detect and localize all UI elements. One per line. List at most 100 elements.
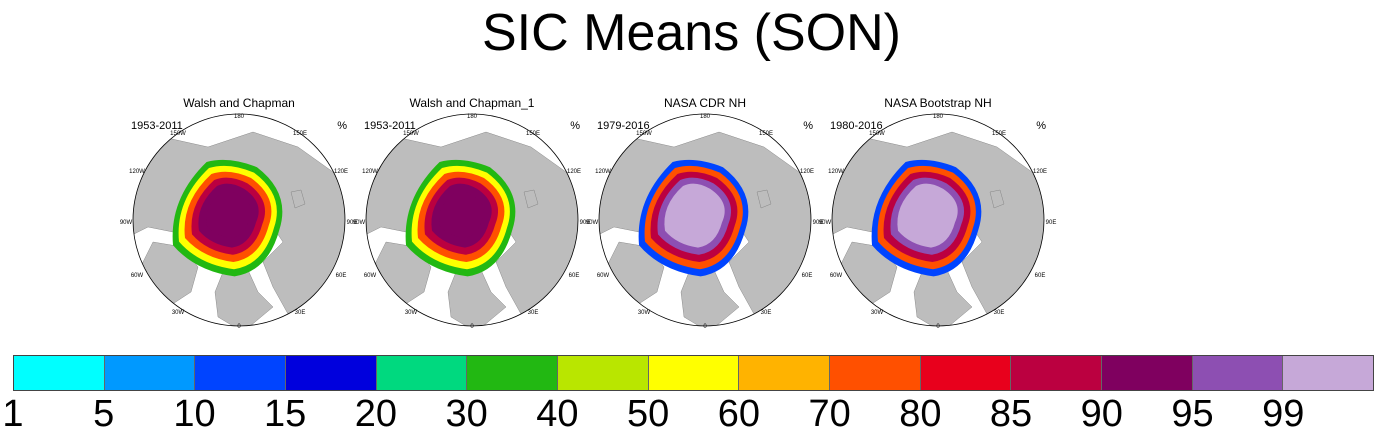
colorbar-tick-label: 70 xyxy=(808,393,851,435)
longitude-label: 150E xyxy=(758,131,774,137)
sea-ice-core xyxy=(206,191,252,238)
longitude-label: 30E xyxy=(527,310,539,316)
figure-title: SIC Means (SON) xyxy=(482,4,901,62)
colorbar-tick-label: 30 xyxy=(445,393,488,435)
map-content xyxy=(599,114,811,326)
longitude-label: 0 xyxy=(703,324,707,330)
colorbar-box xyxy=(14,356,104,390)
map-panel: Walsh and Chapman_1 1953-2011% 180 150W 150E… xyxy=(352,92,591,332)
polar-map xyxy=(365,113,579,327)
land-mass xyxy=(680,269,740,326)
colorbar-tick-label: 99 xyxy=(1262,393,1305,435)
longitude-label: 60E xyxy=(801,273,813,279)
colorbar-tick-label: 5 xyxy=(93,393,115,435)
map-border xyxy=(132,113,346,327)
colorbar-box xyxy=(1191,356,1283,390)
sea-ice-core xyxy=(905,191,951,238)
panel-period: 1979-2016 xyxy=(597,120,650,132)
panel-title: NASA CDR NH xyxy=(663,96,746,110)
longitude-label: 120E xyxy=(566,169,582,175)
colorbar-box xyxy=(1010,356,1102,390)
longitude-label: 150W xyxy=(403,131,419,137)
colorbar-box xyxy=(1101,356,1192,390)
colorbar-box xyxy=(375,356,467,390)
colorbar xyxy=(13,355,1374,391)
map-content xyxy=(832,114,1044,326)
longitude-label: 120W xyxy=(362,169,378,175)
longitude-label: 60W xyxy=(829,273,843,279)
longitude-label: 150E xyxy=(991,131,1007,137)
panel-title: Walsh and Chapman_1 xyxy=(409,96,535,110)
panel-title: Walsh and Chapman xyxy=(183,96,295,110)
panel-period: 1953-2011 xyxy=(364,120,416,132)
colorbar-tick-label: 85 xyxy=(989,393,1033,435)
colorbar-box xyxy=(829,356,920,390)
panel-period: 1980-2016 xyxy=(830,120,883,132)
colorbar-tick-label: 50 xyxy=(626,393,670,435)
longitude-label: 90E xyxy=(1045,220,1057,226)
colorbar-tick-label: 15 xyxy=(264,393,307,435)
polar-map xyxy=(132,113,346,327)
longitude-label: 0 xyxy=(237,324,241,330)
sea-ice-core xyxy=(672,191,718,238)
colorbar-box xyxy=(103,356,195,390)
longitude-label: 60W xyxy=(130,273,144,279)
colorbar-box xyxy=(1282,356,1374,390)
panel-unit: % xyxy=(1036,120,1046,132)
longitude-label: 30W xyxy=(171,310,185,316)
longitude-label: 0 xyxy=(470,324,474,330)
longitude-label: 30W xyxy=(404,310,418,316)
longitude-label: 180 xyxy=(466,114,478,120)
panel-unit: % xyxy=(337,120,347,132)
longitude-label: 120E xyxy=(799,169,815,175)
island xyxy=(756,189,772,209)
longitude-label: 30W xyxy=(637,310,651,316)
colorbar-box xyxy=(466,356,558,390)
sea-ice-core xyxy=(439,191,485,238)
longitude-label: 90E xyxy=(812,220,824,226)
colorbar-box xyxy=(738,356,830,390)
colorbar-tick-label: 60 xyxy=(717,393,760,435)
panel-unit: % xyxy=(803,120,813,132)
longitude-label: 60E xyxy=(568,273,580,279)
longitude-label: 150E xyxy=(525,131,541,137)
longitude-label: 150W xyxy=(636,131,652,137)
longitude-label: 60W xyxy=(363,273,377,279)
longitude-label: 90W xyxy=(818,220,832,226)
colorbar-tick-label: 10 xyxy=(173,393,216,435)
longitude-label: 150E xyxy=(292,131,308,137)
colorbar-box xyxy=(647,356,739,390)
longitude-label: 90E xyxy=(346,220,358,226)
longitude-label: 120W xyxy=(828,169,844,175)
map-content xyxy=(133,114,345,326)
land-mass xyxy=(447,269,507,326)
longitude-label: 60W xyxy=(596,273,610,279)
longitude-label: 90W xyxy=(119,220,133,226)
longitude-label: 90W xyxy=(585,220,599,226)
colorbar-box xyxy=(919,356,1011,390)
colorbar-tick-label: 40 xyxy=(536,393,579,435)
colorbar-tick-label: 80 xyxy=(899,393,942,435)
longitude-label: 30E xyxy=(760,310,772,316)
polar-map xyxy=(831,113,1045,327)
longitude-label: 120E xyxy=(1032,169,1048,175)
longitude-label: 180 xyxy=(932,114,944,120)
longitude-label: 90W xyxy=(352,220,366,226)
longitude-label: 30W xyxy=(870,310,884,316)
polar-map xyxy=(598,113,812,327)
longitude-label: 30E xyxy=(993,310,1005,316)
map-border xyxy=(365,113,579,327)
land-mass xyxy=(913,269,973,326)
longitude-label: 120E xyxy=(333,169,349,175)
panel-title: NASA Bootstrap NH xyxy=(884,96,992,110)
panel-period: 1953-2011 xyxy=(131,120,183,132)
longitude-label: 150W xyxy=(869,131,885,137)
longitude-label: 120W xyxy=(129,169,145,175)
map-panel: NASA Bootstrap NH 1980-2016% 180 150W 150E 12… xyxy=(818,92,1057,332)
colorbar-box xyxy=(194,356,286,390)
longitude-label: 180 xyxy=(699,114,711,120)
longitude-label: 180 xyxy=(233,114,245,120)
map-content xyxy=(366,114,578,326)
colorbar-box xyxy=(557,356,648,390)
island xyxy=(523,189,539,209)
